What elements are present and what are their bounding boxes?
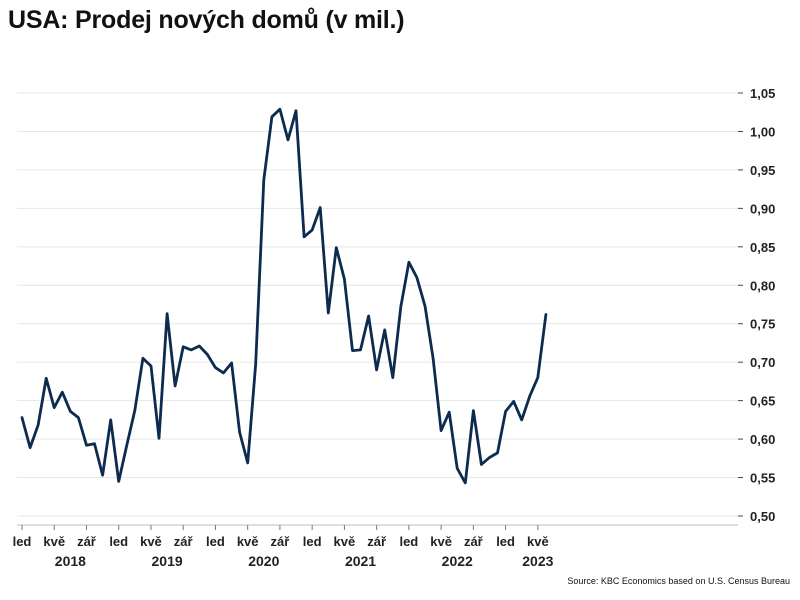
source-note: Source: KBC Economics based on U.S. Cens… (567, 576, 790, 586)
y-tick-label: 0,55 (750, 471, 775, 486)
x-axis-ticks: led kvě zář led kvě zář led kvě zář led kvě zář led k… (13, 525, 549, 549)
x-tick-label: kvě (140, 534, 162, 549)
x-tick-label: led (109, 534, 128, 549)
y-tick-label: 0,90 (750, 201, 775, 216)
x-year-label: 2021 (345, 553, 376, 569)
x-tick-label: zář (271, 534, 291, 549)
y-tick-label: 0,60 (750, 432, 775, 447)
gridlines (17, 92, 738, 517)
x-year-label: 2018 (55, 553, 86, 569)
x-tick-label: zář (464, 534, 484, 549)
x-axis-years: 2018 2019 2020 2021 2022 2023 (55, 553, 554, 569)
chart-title: USA: Prodej nových domů (v mil.) (8, 6, 405, 34)
y-tick-label: 0,80 (750, 278, 775, 293)
y-tick-label: 0,85 (750, 240, 775, 255)
y-tick-label: 1,05 (750, 86, 775, 101)
x-tick-label: zář (77, 534, 97, 549)
y-tick-label: 0,65 (750, 394, 775, 409)
y-tick-label: 0,95 (750, 163, 775, 178)
x-tick-label: led (399, 534, 418, 549)
x-year-label: 2019 (152, 553, 183, 569)
x-tick-label: kvě (334, 534, 356, 549)
x-tick-label: kvě (527, 534, 549, 549)
y-tick-label: 0,50 (750, 509, 775, 524)
y-tick-label: 0,70 (750, 355, 775, 370)
x-tick-label: led (496, 534, 515, 549)
x-tick-label: kvě (43, 534, 65, 549)
x-tick-label: zář (174, 534, 194, 549)
y-tick-label: 1,00 (750, 124, 775, 139)
y-axis-ticks: 0,50 0,55 0,60 0,65 0,70 0,75 0,80 0,85 0,90 0,95… (738, 86, 775, 524)
x-year-label: 2020 (248, 553, 279, 569)
y-tick-label: 0,75 (750, 317, 775, 332)
x-tick-label: led (206, 534, 225, 549)
x-tick-label: led (13, 534, 32, 549)
x-tick-label: led (303, 534, 322, 549)
x-year-label: 2023 (522, 553, 553, 569)
x-tick-label: kvě (430, 534, 452, 549)
series-line (20, 107, 548, 485)
x-tick-label: zář (367, 534, 387, 549)
x-tick-label: kvě (237, 534, 259, 549)
x-year-label: 2022 (442, 553, 473, 569)
